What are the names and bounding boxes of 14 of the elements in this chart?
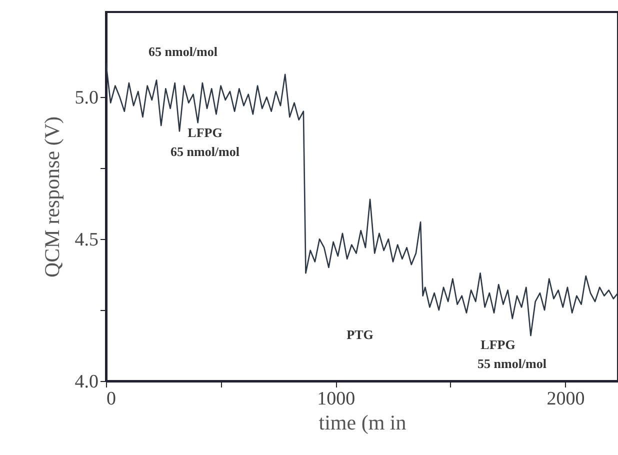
annotation: LFPG bbox=[480, 337, 516, 352]
y-tick-label: 5.0 bbox=[74, 88, 98, 109]
y-tick-label: 4.0 bbox=[74, 372, 98, 392]
y-tick-label: 4.5 bbox=[74, 230, 98, 251]
annotation: 65 nmol/mol bbox=[170, 144, 240, 159]
x-tick-label: 1000 bbox=[317, 388, 356, 410]
y-axis-title: QCM response (V) bbox=[40, 116, 64, 278]
annotation: 55 nmol/mol bbox=[478, 356, 547, 371]
annotation: PTG bbox=[346, 327, 374, 342]
x-tick-label: 2000 bbox=[546, 388, 585, 410]
annotation: LFPG bbox=[188, 125, 222, 140]
x-axis-title: time (m in bbox=[318, 410, 407, 434]
annotation: 65 nmol/mol bbox=[148, 44, 218, 59]
x-tick-label: 0 bbox=[106, 388, 116, 410]
